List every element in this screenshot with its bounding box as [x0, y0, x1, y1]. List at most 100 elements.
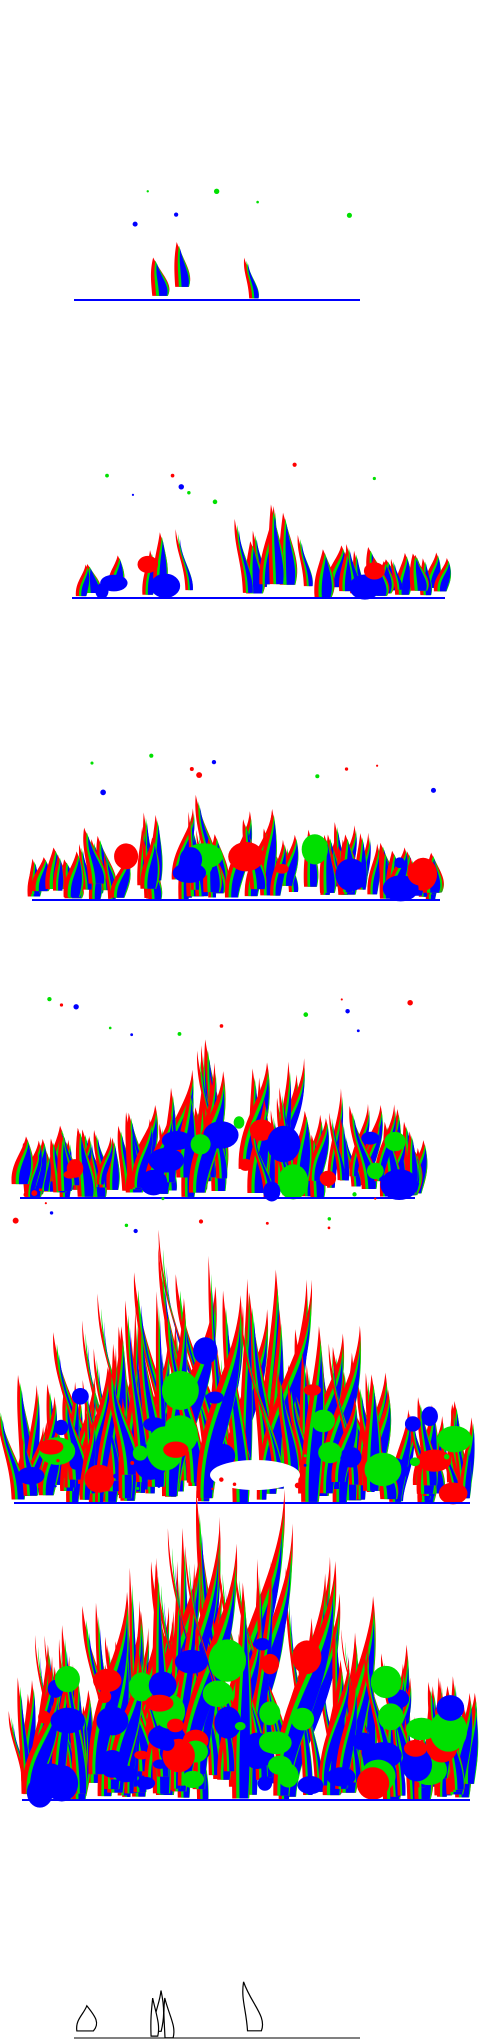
flame-blue-layer	[147, 845, 158, 889]
flame-spark	[113, 1473, 119, 1479]
flame-body-blob	[363, 562, 385, 580]
flame-body-blob	[69, 1455, 82, 1470]
flame-spark	[100, 789, 106, 796]
flame-body-blob	[92, 1668, 122, 1693]
flame-body-blob	[209, 1443, 236, 1468]
flame-body-blob	[407, 860, 434, 886]
flame-blue-layer	[81, 569, 90, 597]
flame-body-blob	[114, 843, 139, 870]
flame-blue-layer	[175, 1565, 220, 1776]
flame-panel-4	[11, 996, 428, 1202]
flame-body-blob	[203, 1121, 239, 1149]
flame-body-blob	[163, 1441, 189, 1458]
flame-body-blob	[340, 1446, 362, 1468]
flame-blue-layer	[136, 1129, 153, 1188]
flame-body-blob	[378, 1703, 404, 1731]
flame-blue-layer	[98, 1368, 120, 1481]
flame-outline	[242, 1981, 264, 2032]
flame-blue-layer	[245, 1309, 252, 1484]
flame-body-blob	[401, 1748, 433, 1782]
flame-blue-layer	[285, 842, 298, 886]
flame-panel-2	[72, 462, 452, 600]
flame-spark	[59, 1003, 64, 1007]
flame-green-layer	[48, 1647, 77, 1788]
flame-body-blob	[17, 1466, 45, 1485]
flame-body-blob	[97, 1690, 112, 1704]
flame-body-blob	[71, 1387, 89, 1405]
flame-spark	[131, 493, 135, 496]
flame-red-layer	[158, 1229, 215, 1477]
flame-body-blob	[150, 573, 181, 599]
flame-blue-layer	[192, 1579, 235, 1772]
flame-spark	[31, 1190, 38, 1197]
flame-body-blob	[436, 1695, 465, 1721]
flame-blue-layer	[29, 1703, 58, 1794]
flame-blue-layer	[70, 858, 82, 898]
flame-body-blob	[311, 1409, 335, 1433]
flame-body-blob	[35, 1763, 67, 1797]
flame-blue-layer	[238, 529, 253, 593]
flame-spark	[186, 1475, 189, 1478]
flame-spark	[173, 212, 179, 217]
flame-spark	[346, 212, 352, 218]
flame-blue-layer	[285, 523, 296, 585]
flame-blue-layer	[274, 516, 284, 585]
flame-body-blob	[234, 1721, 246, 1731]
flame-spark	[130, 1033, 134, 1037]
flame-body-blob	[190, 1134, 211, 1155]
flame-spark	[256, 200, 259, 204]
flame-blue-layer	[372, 851, 381, 895]
flame-spark	[344, 767, 349, 771]
flame-blue-layer	[280, 1596, 334, 1796]
flame-spark	[211, 1487, 214, 1491]
flame-body-blob	[161, 1130, 192, 1151]
flame-body-blob	[380, 1169, 419, 1200]
flame-body-blob	[66, 1159, 84, 1178]
flame-spark	[133, 1228, 138, 1234]
flame-spark	[294, 1482, 301, 1489]
flame-body-blob	[136, 1776, 156, 1790]
flame-blue-layer	[321, 556, 332, 598]
flame-spark	[240, 1452, 244, 1456]
flame-body-blob	[303, 1384, 321, 1396]
flame-body-blob	[228, 842, 265, 872]
flame-blue-layer	[44, 1158, 51, 1192]
flame-body-blob	[364, 1452, 402, 1487]
flame-blue-layer	[248, 263, 259, 299]
flame-green-layer	[239, 1580, 292, 1773]
flame-spark	[345, 1009, 350, 1014]
flame-body-blob	[160, 1736, 175, 1751]
flame-spark	[178, 484, 185, 490]
flame-body-blob	[301, 834, 328, 865]
flame-blue-layer	[227, 1322, 249, 1503]
flame-body-blob	[403, 1739, 428, 1757]
flame-spark	[327, 1226, 331, 1230]
flame-spark	[340, 998, 343, 1001]
flame-body-blob	[263, 1181, 281, 1202]
flame-body-blob	[181, 1770, 205, 1789]
flame-body-blob	[137, 555, 159, 574]
flame-spark	[212, 499, 218, 505]
flame-body-blob	[54, 1419, 69, 1436]
flame-body-blob	[132, 1445, 148, 1461]
flame-spark	[177, 1032, 182, 1036]
flame-spark	[124, 1223, 129, 1228]
flame-red-layer	[96, 1136, 112, 1185]
flame-blue-layer	[337, 1410, 357, 1483]
flame-panel-1	[74, 188, 360, 301]
flame-spark	[73, 1004, 79, 1010]
flame-blue-layer	[116, 861, 130, 898]
flame-blue-layer	[465, 1451, 472, 1499]
flame-spark	[189, 767, 194, 772]
flame-blue-layer	[333, 1122, 346, 1181]
flame-body-blob	[54, 1665, 80, 1693]
flame-blue-layer	[30, 1156, 40, 1197]
flame-body-blob	[370, 1665, 402, 1699]
flame-blue-layer	[467, 1714, 478, 1784]
flame-spark	[56, 1459, 60, 1463]
flame-body-blob	[238, 1158, 253, 1171]
flame-green-layer	[28, 1153, 40, 1197]
flame-body-blob	[148, 1671, 177, 1700]
flame-spark	[108, 1026, 112, 1030]
flame-body-blob	[214, 1706, 242, 1739]
